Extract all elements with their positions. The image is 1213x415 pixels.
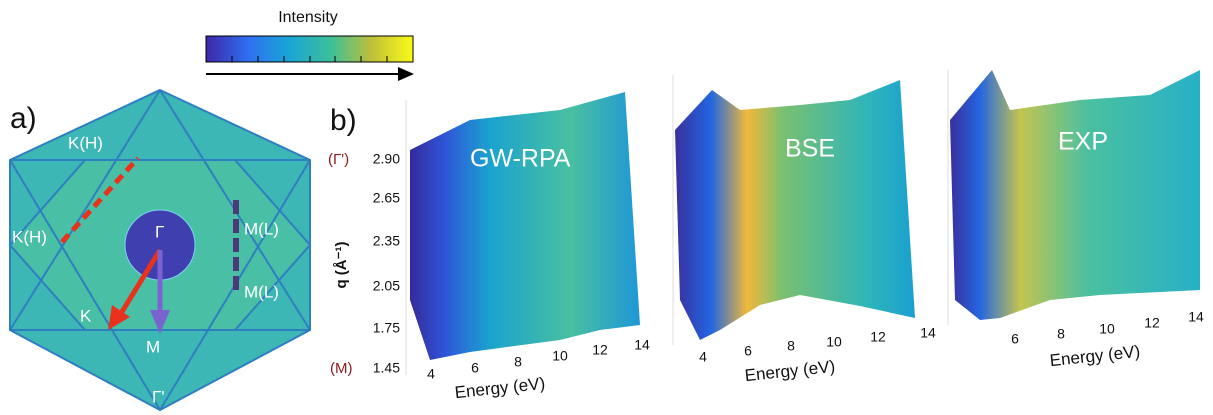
x-tick-label: 8 <box>787 338 795 354</box>
panel-label: a) <box>10 102 37 135</box>
plot-title: GW-RPA <box>470 145 571 173</box>
x-tick-label: 14 <box>920 325 936 341</box>
x-tick-label: 6 <box>1011 331 1019 347</box>
x-tick-label: 6 <box>471 360 479 376</box>
kh-path <box>60 156 140 244</box>
point-label: Γ <box>155 222 164 241</box>
top-point-label: (Γ') <box>328 151 349 168</box>
y-tick-label: 1.75 <box>373 320 400 336</box>
intensity-arrowhead <box>398 67 414 81</box>
y-tick-label: 2.35 <box>373 233 400 249</box>
x-tick-label: 8 <box>1057 326 1065 342</box>
x-tick-label: 12 <box>592 342 608 358</box>
gamma-m-arrowhead <box>150 310 170 334</box>
x-tick-label: 10 <box>826 334 842 350</box>
y-tick-label: 1.45 <box>373 360 400 376</box>
point-label: M(L) <box>244 219 279 238</box>
point-label: K(H) <box>68 133 103 152</box>
x-tick-label: 8 <box>514 354 522 370</box>
gamma-k-arrow <box>117 248 163 317</box>
x-axis-label: Energy (eV) <box>1049 342 1141 370</box>
x-tick-label: 10 <box>1099 321 1115 337</box>
plot-title: BSE <box>785 135 835 163</box>
colorbar-title: Intensity <box>278 9 338 26</box>
bottom-point-label: (M) <box>330 360 353 377</box>
surface <box>675 80 915 340</box>
x-axis-label: Energy (eV) <box>744 357 836 385</box>
gamma-k-arrowhead <box>108 305 130 330</box>
x-tick-label: 4 <box>699 349 707 365</box>
colorbar-ticks <box>231 56 388 62</box>
point-label: K(H) <box>12 227 47 246</box>
point-label: Γ' <box>152 387 165 406</box>
x-tick-label: 14 <box>1188 309 1204 325</box>
y-tick-label: 2.90 <box>373 151 400 167</box>
panel-label: b) <box>330 104 357 137</box>
point-label: M(L) <box>244 282 279 301</box>
x-tick-label: 4 <box>427 366 435 382</box>
y-tick-label: 2.05 <box>373 278 400 294</box>
x-tick-label: 6 <box>744 343 752 359</box>
x-tick-label: 14 <box>634 337 650 353</box>
plot-title: EXP <box>1058 128 1108 156</box>
x-tick-label: 12 <box>870 329 886 345</box>
y-axis-label: q (Å⁻¹) <box>333 241 350 288</box>
point-label: M <box>146 337 160 356</box>
x-tick-label: 12 <box>1144 315 1160 331</box>
x-axis-label: Energy (eV) <box>454 374 546 402</box>
surface <box>950 70 1200 320</box>
y-tick-label: 2.65 <box>373 190 400 206</box>
point-label: K <box>80 306 92 325</box>
surface <box>410 92 640 360</box>
x-tick-label: 10 <box>552 348 568 364</box>
